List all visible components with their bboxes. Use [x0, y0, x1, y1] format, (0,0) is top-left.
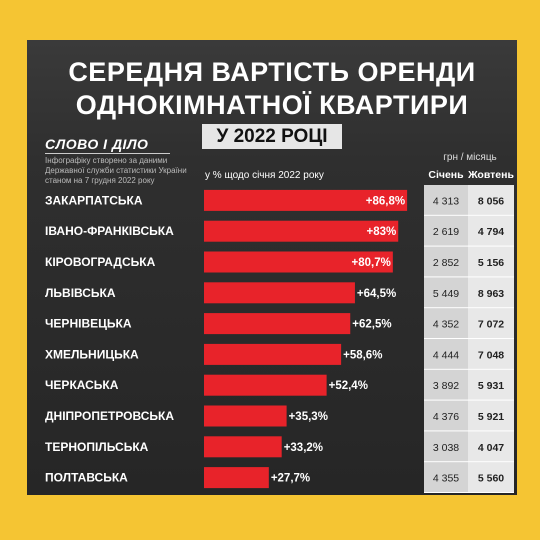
january-cell: 3 892: [433, 380, 459, 392]
january-cell: 4 355: [433, 473, 459, 485]
row-separator: [424, 399, 514, 401]
january-cell: 5 449: [433, 288, 459, 300]
october-cell: 5 921: [478, 411, 504, 423]
january-cell: 4 313: [433, 195, 459, 207]
row-separator: [424, 430, 514, 432]
region-label: ЗАКАРПАТСЬКА: [45, 193, 143, 207]
row-separator: [424, 461, 514, 463]
logo: СЛОВО І ДІЛО: [45, 136, 149, 152]
subtitle: У 2022 РОЦІ: [202, 124, 342, 149]
value-label: +64,5%: [357, 288, 396, 300]
october-cell: 8 056: [478, 195, 504, 207]
october-header: Жовтень: [468, 169, 514, 181]
title-line-2: ОДНОКІМНАТНОЇ КВАРТИРИ: [75, 90, 469, 120]
source-line-3: станом на 7 грудня 2022 року: [45, 176, 155, 185]
january-cell: 4 444: [433, 349, 459, 361]
region-label: ТЕРНОПІЛЬСЬКА: [45, 440, 149, 454]
percent-header: у % щодо січня 2022 року: [205, 170, 324, 181]
january-cell: 2 619: [433, 226, 459, 238]
bar: [204, 251, 393, 273]
value-label: +27,7%: [271, 473, 310, 485]
value-label: +35,3%: [289, 411, 328, 423]
row-separator: [424, 338, 514, 339]
october-cell: 4 047: [478, 442, 504, 454]
value-label: +58,6%: [343, 349, 382, 361]
region-label: КІРОВОГРАДСЬКА: [45, 255, 156, 269]
row-separator: [424, 307, 514, 309]
january-cell: 4 352: [433, 319, 459, 331]
region-label: ЧЕРНІВЕЦЬКА: [45, 317, 132, 331]
row-separator: [424, 276, 514, 278]
october-cell: 8 963: [478, 288, 504, 300]
october-cell: 4 794: [478, 226, 504, 238]
bar: [204, 282, 355, 304]
bar: [204, 189, 408, 211]
region-label: ХМЕЛЬНИЦЬКА: [45, 347, 139, 361]
bar: [204, 436, 282, 458]
region-label: ПОЛТАВСЬКА: [45, 471, 128, 485]
bar: [204, 343, 342, 365]
october-cell: 5 156: [478, 257, 504, 269]
january-cell: 3 038: [433, 442, 459, 454]
october-cell: 5 560: [478, 473, 504, 485]
bar-chart: ЗАКАРПАТСЬКА +86,8% 4 313 8 056 ІВАНО-ФРАНКІ…: [45, 185, 514, 493]
infographic-card: СЕРЕДНЯ ВАРТІСТЬ ОРЕНДИ ОДНОКІМНАТНОЇ КВ…: [27, 40, 517, 495]
bar: [204, 220, 399, 242]
value-label: +83%: [366, 226, 396, 238]
value-label: +62,5%: [352, 319, 391, 331]
row-separator: [424, 368, 514, 370]
bar: [204, 313, 351, 335]
october-cell: 7 072: [478, 319, 504, 331]
title-line-1: СЕРЕДНЯ ВАРТІСТЬ ОРЕНДИ: [68, 57, 476, 87]
january-cell: 2 852: [433, 257, 459, 269]
logo-underline: [45, 153, 170, 154]
october-cell: 7 048: [478, 349, 504, 361]
bar: [204, 374, 327, 396]
value-label: +86,8%: [366, 195, 405, 207]
row-separator: [424, 214, 514, 216]
source-line-1: Інфографіку створено за даними: [45, 156, 168, 165]
region-label: ЧЕРКАСЬКА: [45, 378, 119, 392]
january-cell: 4 376: [433, 411, 459, 423]
october-cell: 5 931: [478, 380, 504, 392]
bar: [204, 405, 287, 427]
row-separator: [424, 245, 514, 247]
value-label: +80,7%: [352, 257, 391, 269]
region-label: ІВАНО-ФРАНКІВСЬКА: [45, 224, 174, 238]
region-label: ДНІПРОПЕТРОВСЬКА: [45, 409, 174, 423]
value-label: +33,2%: [284, 442, 323, 454]
january-header: Січень: [428, 169, 464, 181]
source-line-2: Державної служби статистики України: [45, 166, 187, 175]
row-separator: [424, 492, 514, 493]
units-label: грн / місяць: [443, 152, 497, 163]
region-label: ЛЬВІВСЬКА: [45, 286, 116, 300]
bar: [204, 467, 269, 489]
value-label: +52,4%: [329, 380, 368, 392]
